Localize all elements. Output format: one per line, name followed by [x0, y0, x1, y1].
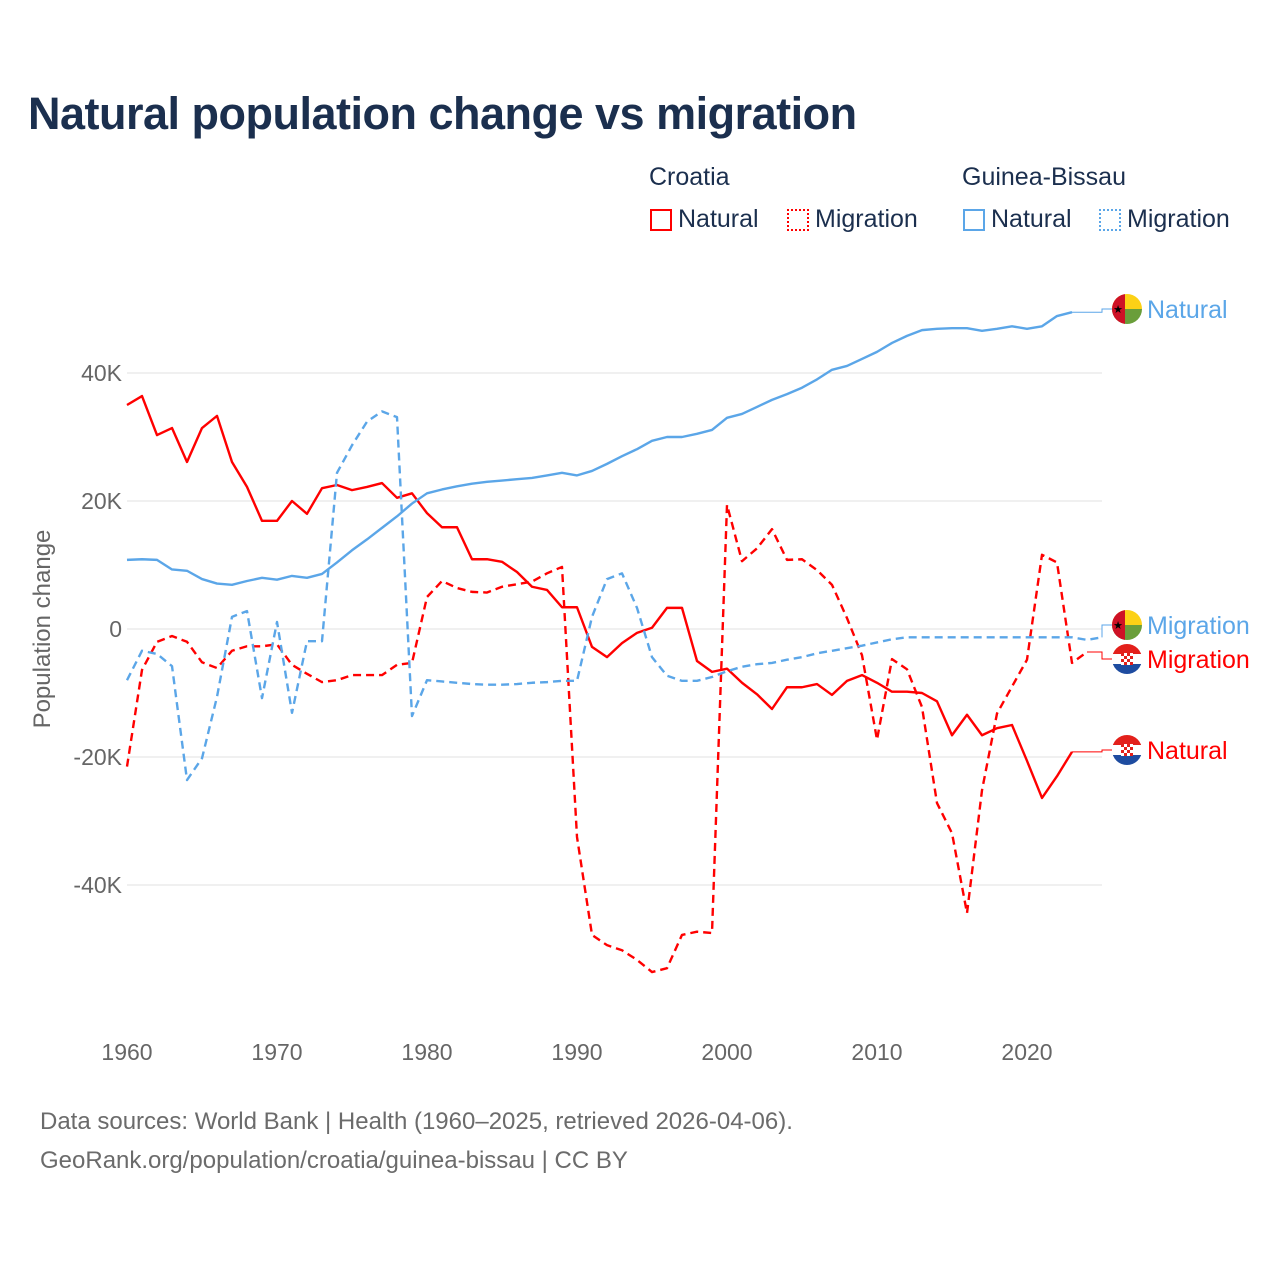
flag-checker: [1130, 747, 1133, 750]
end-label-connector: [1072, 749, 1112, 753]
x-tick-label: 1970: [251, 1039, 302, 1065]
flag-stripe: [1112, 735, 1142, 745]
flag-checker: [1130, 656, 1133, 659]
series-line-croatia-natural: [126, 394, 1074, 800]
flag-checker: [1127, 747, 1130, 750]
legend-label: Migration: [1127, 205, 1230, 233]
end-label-migration: Migration: [1147, 646, 1250, 674]
flag-checker: [1121, 750, 1124, 753]
legend-guinea-bissau-natural[interactable]: Natural: [963, 205, 1072, 234]
flag-checker: [1124, 662, 1127, 665]
flag-checker: [1121, 656, 1124, 659]
legend-guinea-bissau-migration[interactable]: Migration: [1099, 205, 1230, 234]
x-tick-label: 2020: [1001, 1039, 1052, 1065]
flag-checker: [1121, 753, 1124, 756]
end-label-natural: Natural: [1147, 296, 1228, 324]
flag-checker: [1124, 656, 1127, 659]
flag-checker: [1130, 753, 1133, 756]
flag-checker: [1130, 744, 1133, 747]
flag-checker: [1124, 659, 1127, 662]
flag-checker: [1121, 659, 1124, 662]
chart-title: Natural population change vs migration: [28, 88, 857, 139]
flag-checker: [1130, 653, 1133, 656]
flag-stripe: [1112, 644, 1142, 654]
y-axis-label: Population change: [29, 530, 56, 729]
flag-stripe: [1112, 294, 1125, 324]
y-tick-label: 20K: [81, 488, 123, 514]
footer-attribution: GeoRank.org/population/croatia/guinea-bi…: [40, 1147, 628, 1174]
flag-checker: [1127, 662, 1130, 665]
guinea-bissau-flag-icon: ★: [1112, 294, 1142, 324]
flag-checker: [1127, 744, 1130, 747]
flag-checker: [1121, 747, 1124, 750]
flag-checker: [1127, 653, 1130, 656]
series-line-guinea-bissau-natural: [126, 311, 1073, 587]
flag-checker: [1121, 662, 1124, 665]
flag-star: ★: [1113, 304, 1123, 316]
flag-checker: [1121, 744, 1124, 747]
x-tick-label: 2010: [851, 1039, 902, 1065]
croatia-flag-icon: [1112, 644, 1142, 674]
x-tick-label: 1990: [551, 1039, 602, 1065]
flag-checker: [1130, 750, 1133, 753]
y-tick-label: 40K: [81, 360, 123, 386]
croatia-flag-icon: [1112, 735, 1142, 765]
footer-sources: Data sources: World Bank | Health (1960–…: [40, 1108, 793, 1135]
flag-checker: [1124, 750, 1127, 753]
flag-checker: [1124, 653, 1127, 656]
x-tick-label: 1960: [101, 1039, 152, 1065]
legend-group-guinea-bissau: Guinea-Bissau: [962, 163, 1126, 191]
legend-label: Natural: [991, 205, 1072, 233]
legend-swatch-dotted-icon: [787, 208, 809, 231]
end-label-migration: Migration: [1147, 612, 1250, 640]
flag-checker: [1130, 662, 1133, 665]
guinea-bissau-flag-icon: ★: [1112, 610, 1142, 640]
flag-checker: [1127, 753, 1130, 756]
flag-checker: [1127, 656, 1130, 659]
end-label-natural: Natural: [1147, 737, 1228, 765]
flag-stripe: [1112, 610, 1125, 640]
end-label-connector: [1087, 651, 1112, 660]
flag-checker: [1124, 747, 1127, 750]
flag-stripe: [1112, 664, 1142, 674]
end-label-connector: [1072, 308, 1112, 313]
flag-checker: [1127, 659, 1130, 662]
legend-swatch-dotted-icon: [1099, 208, 1121, 231]
series-line-croatia-migration: [125, 503, 1088, 974]
y-tick-label: -20K: [73, 744, 122, 770]
flag-checker: [1124, 744, 1127, 747]
flag-body: [1112, 735, 1142, 765]
legend-label: Migration: [815, 205, 918, 233]
legend-croatia-natural[interactable]: Natural: [650, 205, 759, 234]
legend-swatch-solid-icon: [963, 208, 985, 231]
flag-checker: [1127, 750, 1130, 753]
flag-body: [1112, 644, 1142, 674]
flag-checker: [1124, 753, 1127, 756]
legend-label: Natural: [678, 205, 759, 233]
legend-group-croatia: Croatia: [649, 163, 730, 191]
flag-star: ★: [1113, 620, 1123, 632]
legend-swatch-solid-icon: [650, 208, 672, 231]
flag-body: ★: [1112, 294, 1142, 324]
y-tick-label: -40K: [73, 872, 122, 898]
x-tick-label: 1980: [401, 1039, 452, 1065]
end-label-connector: [1101, 624, 1112, 638]
flag-body: ★: [1112, 610, 1142, 640]
flag-checker: [1121, 653, 1124, 656]
y-tick-label: 0: [109, 616, 122, 642]
flag-stripe: [1112, 755, 1142, 765]
x-tick-label: 2000: [701, 1039, 752, 1065]
flag-checker: [1130, 659, 1133, 662]
series-line-guinea-bissau-migration: [125, 410, 1103, 782]
legend-croatia-migration[interactable]: Migration: [787, 205, 918, 234]
